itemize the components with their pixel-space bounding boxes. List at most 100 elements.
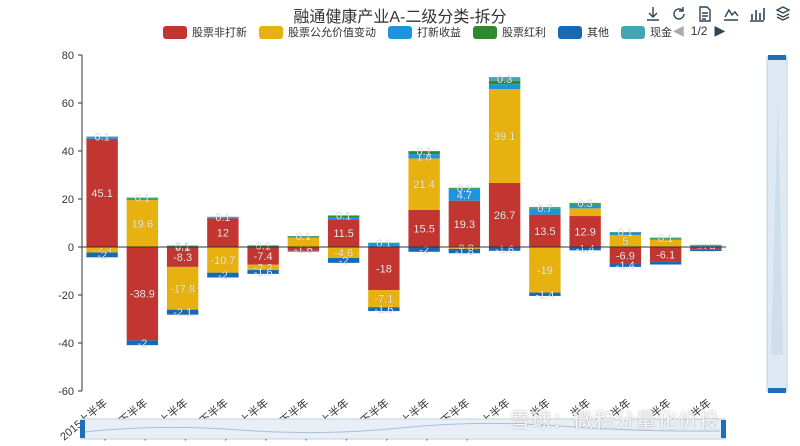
bar-segment [569,247,601,251]
bar-chart-icon[interactable] [748,5,766,23]
bar-segment [408,247,440,252]
legend: 股票非打新 股票公允价值变动 打新收益 股票红利 其他 现金 [163,24,684,40]
vzoom-bottom-handle[interactable] [768,388,786,393]
bar-segment [86,247,118,253]
legend-swatch [621,25,645,39]
legend-item[interactable]: 股票非打新 [163,24,247,40]
data-label: 0.1 [255,240,270,252]
data-label: -1.4 [616,260,635,272]
bar-segment [207,218,239,247]
legend-item[interactable]: 现金 [621,24,672,40]
bar-segment [569,208,601,217]
bar-segment [126,247,159,341]
bar-segment [609,247,642,264]
bar-segment [649,247,682,262]
legend-label: 股票公允价值变动 [288,27,376,39]
legend-swatch [163,25,187,39]
data-label: 15.5 [413,223,434,235]
bar-segment [86,252,118,258]
bar-segment [448,247,481,249]
legend-swatch [558,25,582,39]
bar-segment [166,309,199,315]
vzoom-top-handle[interactable] [768,55,786,60]
bar-segment [207,216,239,218]
legend-item[interactable]: 其他 [558,24,609,40]
legend-label: 股票红利 [502,27,546,39]
stack-icon[interactable] [774,5,792,23]
y-tick-label: 20 [62,194,74,206]
bar-segment [408,158,440,210]
y-tick-label: 80 [62,50,74,62]
legend-item[interactable]: 股票公允价值变动 [259,24,376,40]
data-label: 19.6 [132,218,153,230]
bar-segment [247,245,279,247]
bar-segment [126,197,159,199]
data-view-icon[interactable] [696,5,714,23]
y-tick-label: 0 [68,242,74,254]
bar-segment [126,199,159,247]
data-label: -1.8 [455,246,474,258]
bar-segment [448,200,481,247]
data-label: 0.1 [215,212,230,224]
hzoom-right-handle[interactable] [721,420,726,438]
bar-segment [408,151,440,152]
legend-prev-icon[interactable]: ◀ [673,22,684,38]
legend-swatch [388,25,412,39]
bar-segment [368,243,400,247]
bar-segment [488,84,521,90]
y-tick-label: -40 [58,338,74,350]
data-label: -1.6 [374,304,393,316]
data-label: 45.1 [91,188,112,200]
bar-segment [166,245,199,247]
legend-label: 股票非打新 [192,27,247,39]
data-label: -6.1 [656,249,675,261]
data-label: -18 [376,264,392,276]
bar-segment [448,188,481,190]
bar-segment [126,340,159,346]
data-label: 0.1 [618,227,633,239]
bar-segment [649,239,682,247]
data-label: -2 [218,270,228,282]
line-chart-icon[interactable] [722,5,740,23]
data-label: -1.4 [535,289,554,301]
data-label: -7.1 [374,294,393,306]
y-tick-label: -20 [58,290,74,302]
bar-segment [569,204,601,209]
data-label: -2 [137,338,147,350]
data-label: -7.4 [254,251,273,263]
legend-pager: ◀ 1/2 ▶ [670,22,728,39]
data-label: 0.1 [416,146,431,158]
bar-segment [609,235,642,247]
bar-segment [529,209,561,215]
hzoom-left-handle[interactable] [80,420,85,438]
bar-segment [529,208,561,210]
chart-title: 融通健康产业A-二级分类-拆分 [293,9,507,26]
bar-segment [166,266,199,310]
toolbox [644,5,792,23]
data-label: 0.1 [94,132,109,144]
bar-segment [649,237,682,239]
data-label: -2 [419,244,429,256]
bar-segment [287,236,320,238]
refresh-icon[interactable] [670,5,688,23]
bar-segment [408,209,440,247]
data-label: 0.3 [577,198,592,210]
legend-item[interactable]: 打新收益 [388,24,461,40]
data-label: -2.1 [173,307,192,319]
bar-segment [448,189,481,201]
legend-label: 现金 [650,27,672,39]
vertical-zoom-slider[interactable] [766,55,788,393]
bar-segment [649,238,682,240]
data-label: -8.3 [173,252,192,264]
bar-segment [207,217,239,219]
data-label: -17.8 [170,283,195,295]
data-label: 21.4 [413,179,434,191]
bar-segment [368,290,400,308]
download-icon[interactable] [644,5,662,23]
horizontal-zoom-slider[interactable] [80,418,726,440]
data-label: 26.7 [494,210,515,222]
bar-segment [368,247,400,291]
legend-item[interactable]: 股票红利 [473,24,546,40]
legend-next-icon[interactable]: ▶ [714,22,726,38]
